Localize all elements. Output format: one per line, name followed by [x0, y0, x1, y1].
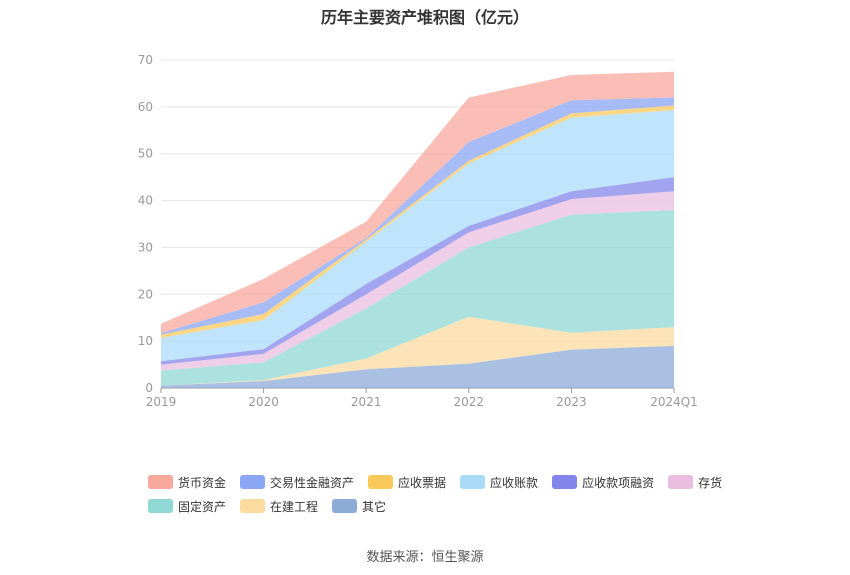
legend-label: 应收款项融资	[582, 475, 655, 490]
x-tick-label: 2021	[351, 395, 382, 409]
legend-label: 其它	[362, 499, 387, 514]
legend-label: 应收票据	[398, 475, 447, 490]
legend-item[interactable]: 存货	[668, 470, 722, 494]
area-series-5	[161, 110, 674, 362]
legend-item[interactable]: 固定资产	[148, 494, 226, 518]
legend-label: 应收账款	[490, 475, 539, 490]
legend-swatch	[240, 499, 266, 513]
legend-label: 在建工程	[270, 499, 319, 514]
x-tick-label: 2024Q1	[650, 395, 698, 409]
y-tick-label: 70	[138, 53, 153, 67]
legend-item[interactable]: 在建工程	[240, 494, 318, 518]
data-source: 数据来源：恒生聚源	[366, 550, 484, 565]
legend-label: 固定资产	[178, 499, 227, 514]
area-series-3	[161, 191, 674, 371]
legend-item[interactable]: 应收款项融资	[552, 470, 654, 494]
legend-label: 存货	[698, 475, 723, 490]
x-tick-label: 2022	[454, 395, 485, 409]
x-tick-label: 2020	[248, 395, 279, 409]
legend-label: 交易性金融资产	[270, 475, 355, 490]
x-tick-label: 2019	[146, 395, 177, 409]
area-series-2	[161, 209, 674, 386]
legend-swatch	[332, 499, 358, 513]
legend-item[interactable]: 应收票据	[368, 470, 446, 494]
legend-item[interactable]: 应收账款	[460, 470, 538, 494]
legend-swatch	[148, 475, 173, 489]
legend-swatch	[460, 475, 486, 489]
legend-swatch	[148, 499, 173, 513]
legend: 货币资金 交易性金融资产 应收票据 应收账款 应收款项融资 存货固定资产 在建工程 其它	[148, 470, 748, 518]
y-tick-label: 50	[138, 147, 153, 161]
legend-item[interactable]: 货币资金	[148, 470, 226, 494]
legend-label: 货币资金	[178, 475, 227, 490]
legend-swatch	[668, 475, 694, 489]
y-tick-label: 60	[138, 100, 153, 114]
legend-swatch	[368, 475, 394, 489]
legend-row: 货币资金 交易性金融资产 应收票据 应收账款 应收款项融资 存货固定资产 在建工程 其它	[148, 470, 748, 518]
legend-swatch	[240, 475, 266, 489]
legend-swatch	[552, 475, 578, 489]
y-tick-label: 10	[138, 334, 153, 348]
y-tick-label: 40	[138, 194, 153, 208]
chart-title: 历年主要资产堆积图（亿元）	[320, 8, 529, 27]
y-tick-label: 20	[138, 287, 153, 301]
x-tick-label: 2023	[556, 395, 587, 409]
stacked-area-chart: 0 10 20 30 40 50 60 70 2019 2020 2021 2022 2023 2024Q…	[138, 53, 698, 409]
area-series-8	[161, 71, 674, 334]
area-series-1	[161, 316, 674, 386]
legend-item[interactable]: 交易性金融资产	[240, 470, 354, 494]
y-tick-label: 0	[145, 381, 153, 395]
area-series-0	[161, 345, 674, 388]
legend-item[interactable]: 其它	[332, 494, 386, 518]
y-tick-label: 30	[138, 240, 153, 254]
